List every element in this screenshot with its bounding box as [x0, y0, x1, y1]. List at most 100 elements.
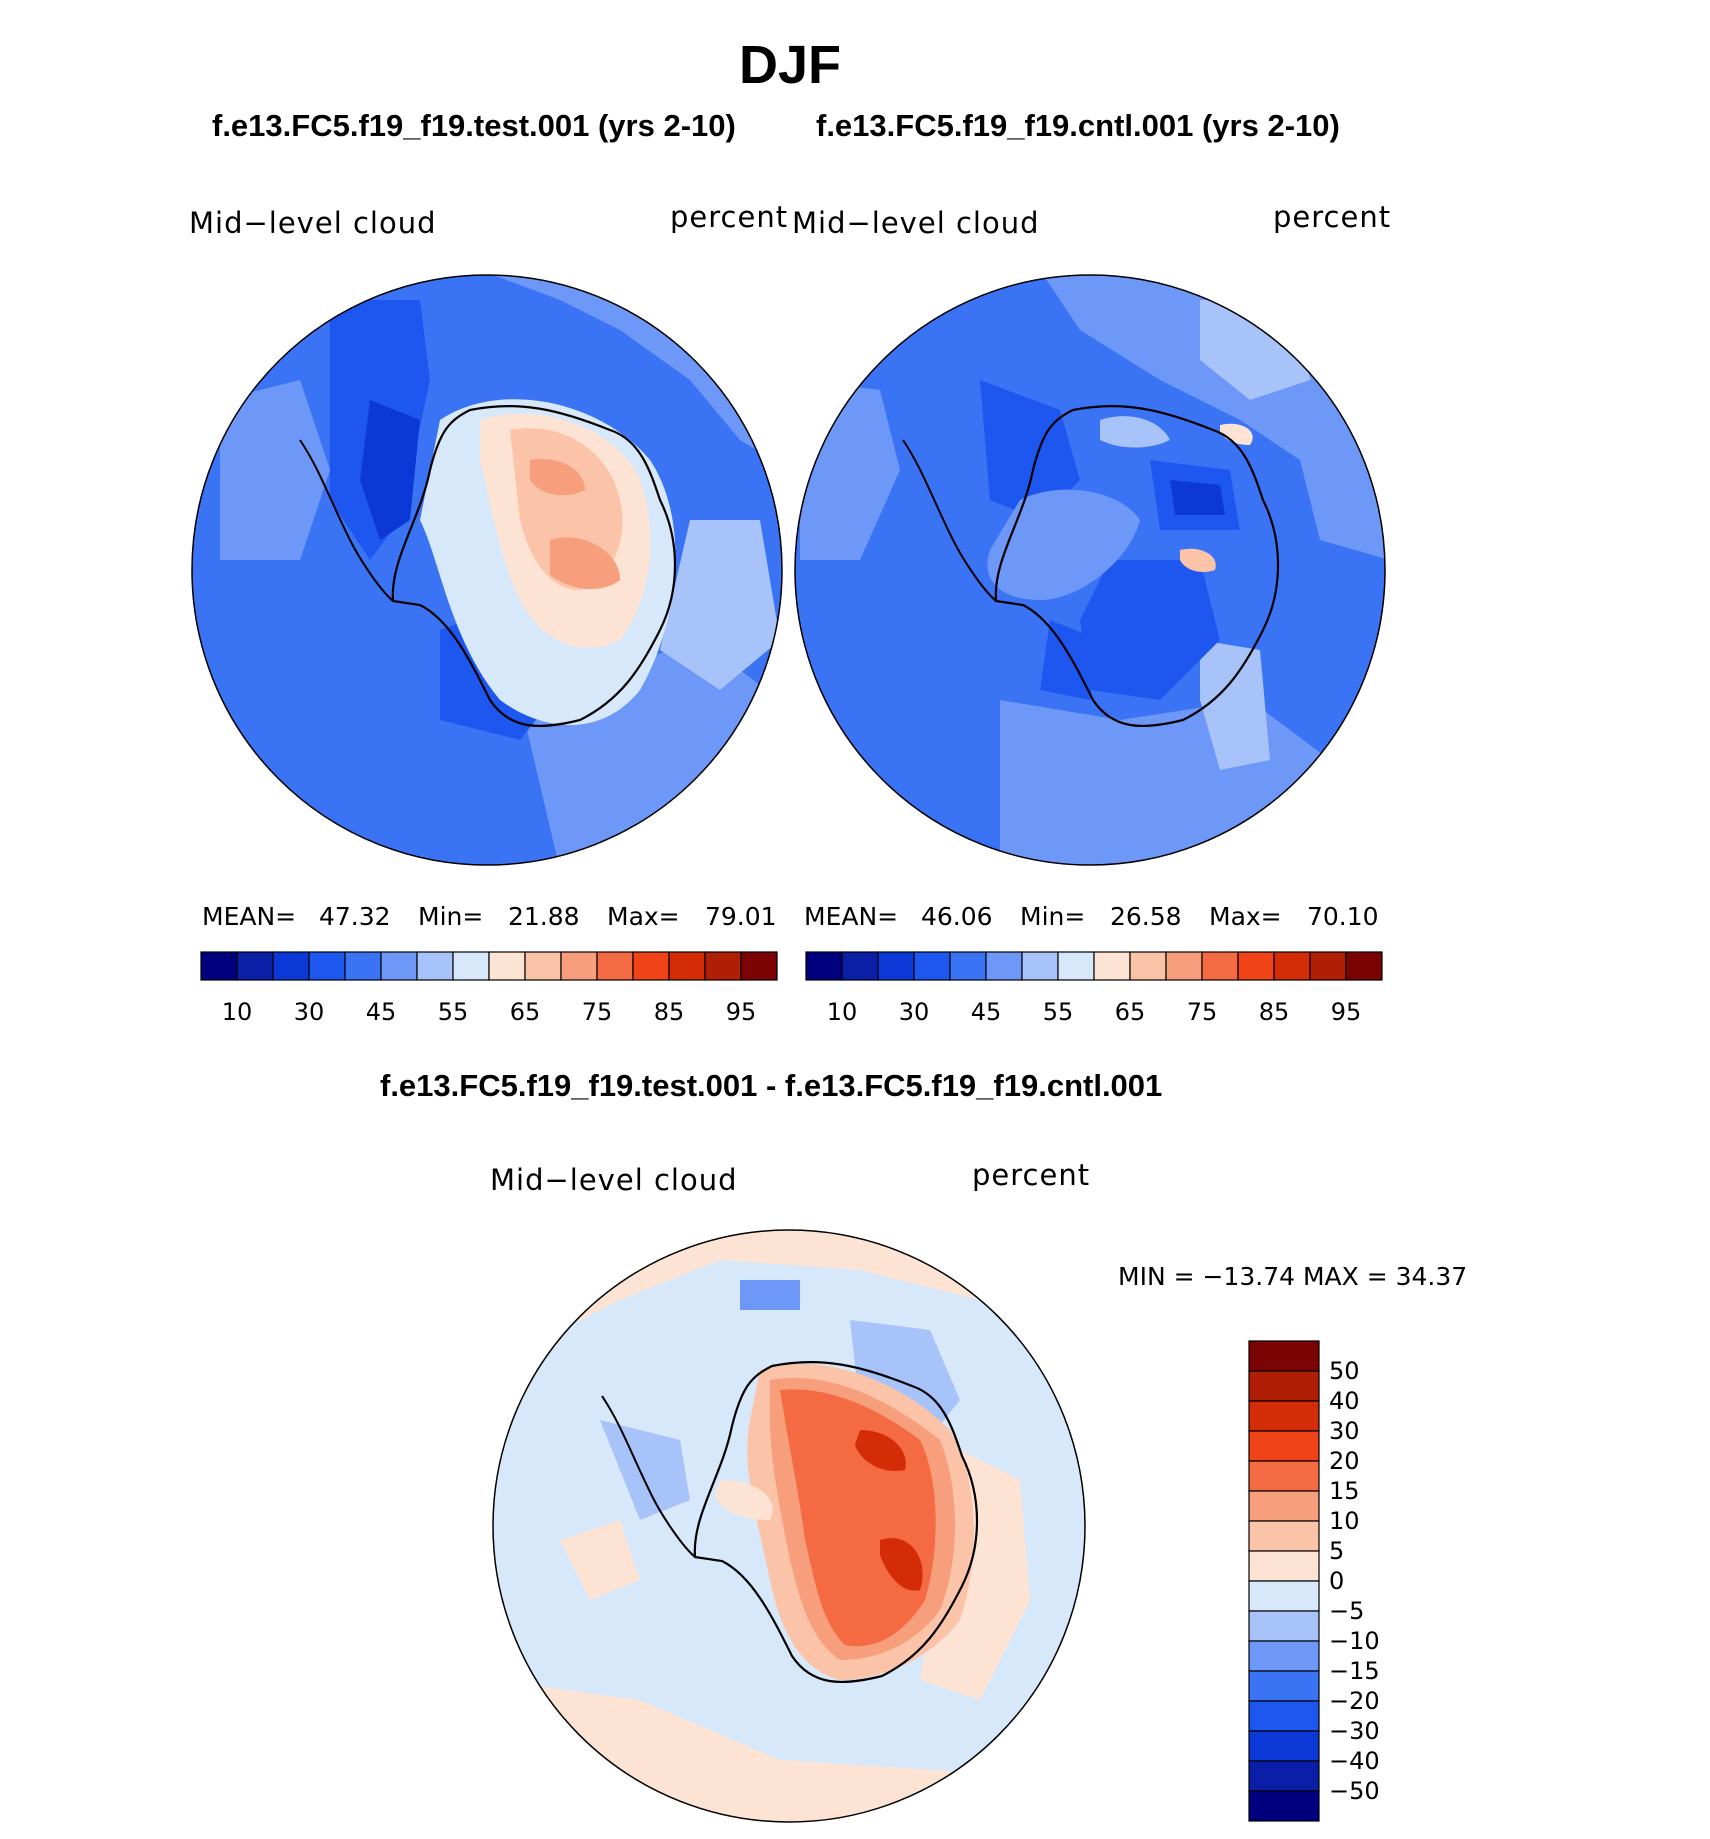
- panel-2-colorbar-tick-label: 65: [1115, 998, 1146, 1026]
- panel-2-colorbar-tick-label: 45: [971, 998, 1002, 1026]
- diff-colorbar-tick-label: 0: [1329, 1567, 1344, 1595]
- panel-2-coastline: [994, 405, 1280, 728]
- diff-colorbar-tick-label: 40: [1329, 1387, 1360, 1415]
- panel-2-colorbar-swatch: [1201, 951, 1239, 981]
- panel-1-variable-label: Mid−level cloud: [189, 206, 437, 240]
- panel-1-colorbar-tick-label: 55: [438, 998, 469, 1026]
- panel-1-colorbar-swatch: [488, 951, 526, 981]
- diff-units-label: percent: [972, 1158, 1091, 1192]
- panel-1-colorbar-tick-label: 30: [294, 998, 325, 1026]
- diff-coastline: [693, 1361, 979, 1684]
- panel-1-max-label: Max=: [607, 902, 680, 931]
- main-title: DJF: [738, 35, 841, 95]
- panel-1-colorbar-swatch: [236, 951, 274, 981]
- diff-colorbar-swatch: [1248, 1370, 1320, 1402]
- diff-colorbar-swatch: [1248, 1580, 1320, 1612]
- diff-colorbar-tick-label: −50: [1329, 1777, 1380, 1805]
- panel-1-colorbar-tick-label: 65: [510, 998, 541, 1026]
- panel-1-colorbar-swatch: [596, 951, 634, 981]
- panel-1-colorbar-swatch: [704, 951, 742, 981]
- panel-2-colorbar-swatch: [949, 951, 987, 981]
- diff-colorbar-tick-label: 50: [1329, 1357, 1360, 1385]
- panel-2-colorbar-tick-label: 30: [899, 998, 930, 1026]
- panel-2-colorbar-tick-label: 55: [1043, 998, 1074, 1026]
- panel-2-colorbar-tick-label: 10: [827, 998, 858, 1026]
- diff-colorbar-swatch: [1248, 1430, 1320, 1462]
- panel-1-units-label: percent: [670, 200, 789, 234]
- diff-colorbar-swatch: [1248, 1760, 1320, 1792]
- panel-2-colorbar-swatch: [1345, 951, 1383, 981]
- diff-map-border: [492, 1229, 1086, 1823]
- diff-colorbar-tick-label: −20: [1329, 1687, 1380, 1715]
- panel-1-map-border: [191, 274, 783, 866]
- diff-colorbar-swatch: [1248, 1790, 1320, 1822]
- panel-1-peninsula: [299, 439, 394, 602]
- diff-colorbar-tick-label: 5: [1329, 1537, 1344, 1565]
- diff-colorbar-tick-label: −30: [1329, 1717, 1380, 1745]
- panel-1-colorbar-swatch: [740, 951, 778, 981]
- diff-colorbar-swatch: [1248, 1490, 1320, 1522]
- panel-1-colorbar-tick-label: 45: [366, 998, 397, 1026]
- panel-2-mean-value: 46.06: [921, 902, 993, 931]
- panel-1-coastline: [391, 405, 677, 728]
- diff-colorbar-swatch: [1248, 1520, 1320, 1552]
- panel-1-colorbar-tick-label: 10: [222, 998, 253, 1026]
- panel-1-colorbar-swatch: [344, 951, 382, 981]
- panel-2-units-label: percent: [1273, 200, 1392, 234]
- panel-1-colorbar-swatch: [416, 951, 454, 981]
- panel-2-colorbar: 10 30 45 55 65 75 85 95: [805, 951, 1383, 1026]
- diff-colorbar-tick-label: 10: [1329, 1507, 1360, 1535]
- panel-2-min-label: Min=: [1020, 902, 1086, 931]
- panel-2-mean-label: MEAN=: [804, 902, 899, 931]
- panel-1-colorbar-swatch: [668, 951, 706, 981]
- panel-2-colorbar-swatch: [1237, 951, 1275, 981]
- diff-peninsula: [601, 1395, 696, 1558]
- panel-2-colorbar-swatch: [1021, 951, 1059, 981]
- panel-2-max-value: 70.10: [1307, 902, 1379, 931]
- panel-1-colorbar-swatch: [200, 951, 238, 981]
- panel-1-map: [192, 275, 782, 865]
- panel-2-colorbar-swatch: [1057, 951, 1095, 981]
- panel-2-colorbar-swatch: [1129, 951, 1167, 981]
- diff-colorbar-swatch: [1248, 1700, 1320, 1732]
- panel-2-colorbar-swatch: [913, 951, 951, 981]
- diff-map: [493, 1230, 1085, 1822]
- panel-2-peninsula: [902, 439, 997, 602]
- panel-2-map-border: [794, 274, 1386, 866]
- panel-1-colorbar-swatch: [380, 951, 418, 981]
- panel-1-case-title: f.e13.FC5.f19_f19.test.001 (yrs 2-10): [212, 108, 736, 143]
- panel-1-min-label: Min=: [418, 902, 484, 931]
- panel-1-min-value: 21.88: [508, 902, 580, 931]
- panel-1-max-value: 79.01: [705, 902, 777, 931]
- panel-2-colorbar-swatch: [877, 951, 915, 981]
- panel-1-colorbar-swatch: [452, 951, 490, 981]
- panel-1-colorbar-swatch: [560, 951, 598, 981]
- panel-2-case-title: f.e13.FC5.f19_f19.cntl.001 (yrs 2-10): [816, 108, 1340, 143]
- diff-case-title: f.e13.FC5.f19_f19.test.001 - f.e13.FC5.f…: [380, 1068, 1163, 1103]
- panel-1-colorbar: 10 30 45 55 65 75 85 95: [200, 951, 778, 1026]
- panel-1-colorbar-swatch: [272, 951, 310, 981]
- diff-colorbar-swatch: [1248, 1640, 1320, 1672]
- panel-2-colorbar-swatch: [805, 951, 843, 981]
- diff-variable-label: Mid−level cloud: [490, 1163, 738, 1197]
- panel-1-colorbar-swatch: [524, 951, 562, 981]
- panel-2-colorbar-swatch: [1273, 951, 1311, 981]
- diff-colorbar-swatch: [1248, 1730, 1320, 1762]
- panel-2-variable-label: Mid−level cloud: [792, 206, 1040, 240]
- panel-1-colorbar-tick-label: 85: [654, 998, 685, 1026]
- diff-minmax-text: MIN = −13.74 MAX = 34.37: [1118, 1262, 1468, 1291]
- panel-1-colorbar-swatch: [632, 951, 670, 981]
- diff-colorbar-tick-label: −40: [1329, 1747, 1380, 1775]
- diff-colorbar-tick-label: −5: [1329, 1597, 1364, 1625]
- panel-2-colorbar-swatch: [985, 951, 1023, 981]
- diff-colorbar-swatch: [1248, 1670, 1320, 1702]
- panel-1-mean-label: MEAN=: [202, 902, 297, 931]
- panel-2-colorbar-swatch: [1309, 951, 1347, 981]
- panel-2-max-label: Max=: [1209, 902, 1282, 931]
- panel-2-colorbar-tick-label: 85: [1259, 998, 1290, 1026]
- diff-colorbar-swatch: [1248, 1400, 1320, 1432]
- diff-colorbar-tick-label: −15: [1329, 1657, 1380, 1685]
- panel-1-colorbar-tick-label: 95: [726, 998, 757, 1026]
